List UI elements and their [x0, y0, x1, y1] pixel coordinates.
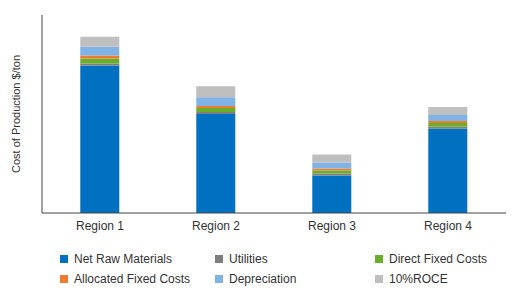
html-text:10%ROCE: 10%ROCE	[389, 272, 448, 286]
svg-text:Region 1: Region 1	[76, 219, 124, 233]
html-text:Net Raw Materials: Net Raw Materials	[74, 252, 172, 266]
svg-text:Region 3: Region 3	[308, 219, 356, 233]
html-text:Utilities: Utilities	[229, 252, 268, 266]
html-text:Depreciation: Depreciation	[229, 272, 297, 286]
svg-text:Region 2: Region 2	[192, 219, 240, 233]
html-text:Direct Fixed Costs: Direct Fixed Costs	[389, 252, 487, 266]
svg-text:Cost of Production $/ton: Cost of Production $/ton	[10, 55, 22, 173]
svg-text:Region 4: Region 4	[424, 219, 472, 233]
html-text:Allocated Fixed Costs: Allocated Fixed Costs	[74, 272, 191, 286]
